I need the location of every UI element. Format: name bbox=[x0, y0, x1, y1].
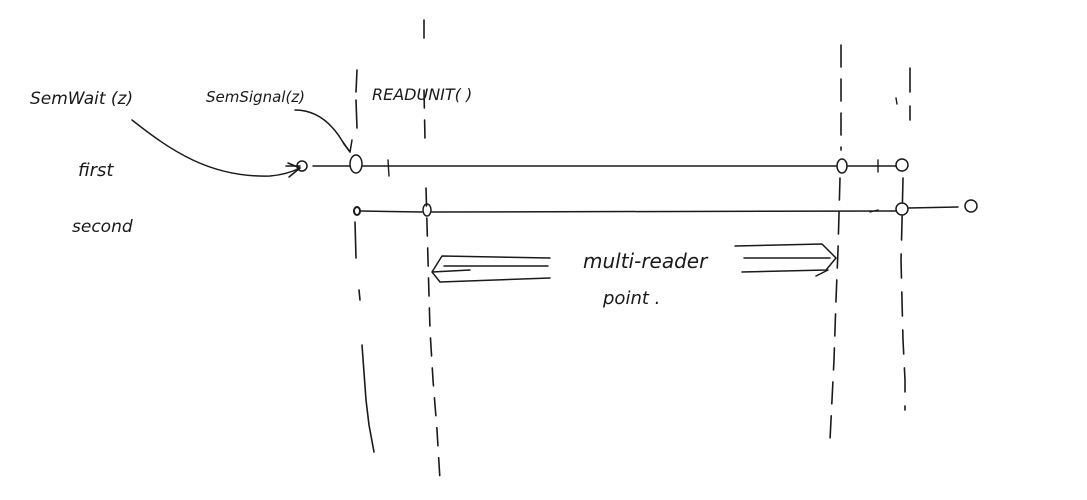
vline-reader-end bbox=[829, 44, 842, 441]
second-line bbox=[360, 206, 959, 213]
semsignal-arrowhead bbox=[342, 139, 353, 153]
tick-semsignal-left bbox=[387, 159, 390, 177]
second-readunit-node bbox=[422, 203, 432, 217]
first-reader-end-node bbox=[836, 158, 848, 174]
vline-readunit bbox=[423, 19, 441, 481]
second-tail-node bbox=[964, 199, 978, 213]
tick-right bbox=[895, 97, 898, 105]
label-arrows bbox=[131, 109, 353, 178]
first-label: first bbox=[78, 160, 114, 181]
span-arrow-right-tail bbox=[815, 269, 829, 277]
semwait-arrowhead bbox=[287, 162, 301, 178]
semwait-label: SemWait (z) bbox=[30, 89, 133, 109]
span-arrow-left bbox=[431, 255, 551, 283]
semsignal-arrow bbox=[294, 109, 351, 153]
second-start-node bbox=[353, 206, 361, 216]
vertical-lines bbox=[354, 19, 911, 481]
timeline-first bbox=[285, 154, 909, 174]
semsignal-label: SemSignal(z) bbox=[206, 88, 305, 106]
multi-reader-label-line2: point . bbox=[602, 288, 660, 309]
second-label: second bbox=[72, 217, 133, 237]
span-arrow-right bbox=[734, 243, 837, 273]
second-end-node bbox=[895, 202, 909, 216]
semwait-arrow bbox=[131, 119, 301, 177]
first-end-node bbox=[895, 158, 909, 172]
vline-semsignal bbox=[354, 69, 375, 453]
readunit-label: READUNIT( ) bbox=[372, 85, 472, 104]
vline-right bbox=[900, 67, 911, 411]
multi-reader-label: multi-reader bbox=[583, 249, 709, 273]
multi-reader-span bbox=[431, 243, 837, 283]
first-semsignal-node bbox=[349, 154, 363, 174]
timeline-second bbox=[353, 199, 978, 217]
